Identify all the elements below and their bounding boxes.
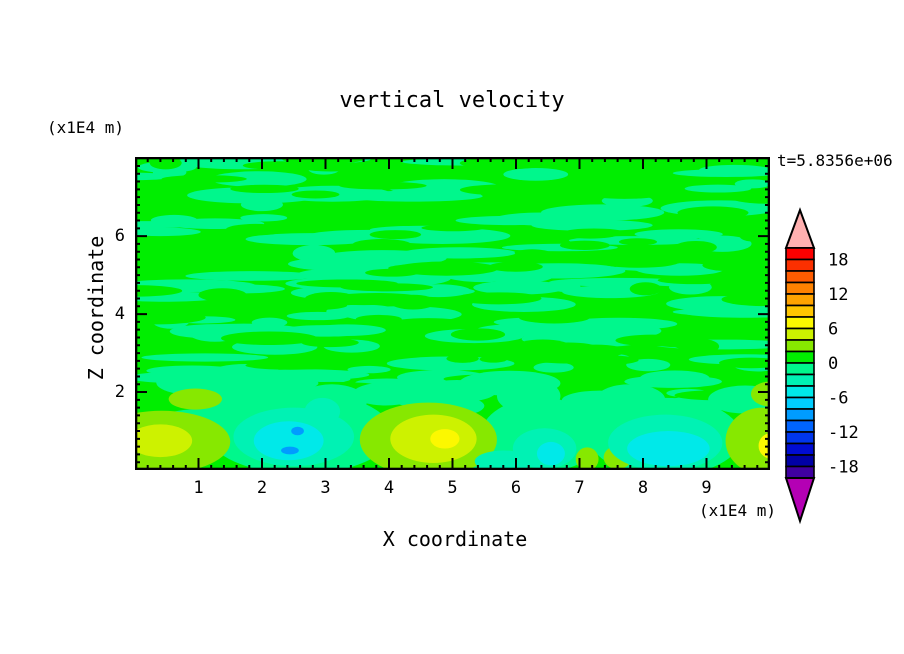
colorbar-label: -6 xyxy=(828,389,848,409)
contour-feature-updraft-streak xyxy=(168,388,222,410)
contour-feature-updraft-dot-a xyxy=(575,447,599,470)
contour-feature-updraft-right-outer xyxy=(725,407,770,470)
contour-feature-downdraft-arm-tip xyxy=(304,397,341,426)
colorbar-segment xyxy=(785,304,815,318)
contour-feature-updraft-left-inner xyxy=(135,424,193,458)
contour-feature-updraft-main-core xyxy=(430,429,460,449)
colorbar: 18 12 6 0 -6 -12 -18 xyxy=(784,207,859,525)
colorbar-label: 18 xyxy=(828,251,848,271)
colorbar-segment xyxy=(785,385,815,399)
colorbar-segment xyxy=(785,396,815,410)
colorbar-segment xyxy=(785,258,815,272)
x-axis-unit-label: (x1E4 m) xyxy=(698,501,776,520)
colorbar-segment xyxy=(785,419,815,433)
y-tick-label: 6 xyxy=(114,226,125,247)
x-tick-label: 8 xyxy=(637,478,649,498)
y-tick-label: 4 xyxy=(114,304,125,325)
y-tick-label: 2 xyxy=(114,382,125,403)
colorbar-segment xyxy=(785,281,815,295)
colorbar-segment xyxy=(785,293,815,307)
colorbar-segment xyxy=(785,408,815,422)
x-tick-label: 7 xyxy=(574,478,585,498)
contour-feature-downdraft-min-dot-1 xyxy=(291,426,304,436)
contour-feature-downdraft-arm-3 xyxy=(595,384,666,416)
colorbar-segment xyxy=(785,442,815,456)
x-tick-label: 5 xyxy=(447,478,458,498)
x-tick-label: 4 xyxy=(383,478,395,498)
tick-marks xyxy=(135,157,770,470)
colorbar-segment xyxy=(785,327,815,341)
x-axis-title: X coordinate xyxy=(382,527,528,551)
contour-feature-downdraft-arm-2 xyxy=(496,378,561,414)
colorbar-segment xyxy=(785,316,815,330)
contour-feature-downdraft-shelf xyxy=(474,450,532,470)
colorbar-segment xyxy=(785,373,815,387)
contour-feature-downdraft-core-3 xyxy=(627,431,710,467)
colorbar-segment xyxy=(785,350,815,364)
colorbar-under-arrow xyxy=(784,477,816,525)
time-stamp-label: t=5.8356e+06 xyxy=(777,151,893,170)
colorbar-label: 12 xyxy=(828,285,848,305)
axis-ticks xyxy=(135,157,770,470)
plot-frame xyxy=(135,157,770,470)
x-tick-label: 2 xyxy=(256,478,268,498)
colorbar-segment xyxy=(785,247,815,261)
x-tick-label: 9 xyxy=(701,478,712,498)
x-tick-label: 3 xyxy=(320,478,331,498)
chart-title: vertical velocity xyxy=(339,88,565,113)
colorbar-segment xyxy=(785,362,815,376)
colorbar-label: 0 xyxy=(828,354,838,374)
colorbar-segment xyxy=(785,431,815,445)
speckle-texture xyxy=(135,157,770,430)
colorbar-over-arrow xyxy=(784,207,816,249)
colorbar-segment xyxy=(785,270,815,284)
contour-plot xyxy=(135,157,770,470)
colorbar-segment xyxy=(785,339,815,353)
colorbar-label: 6 xyxy=(828,320,838,340)
colorbar-segment xyxy=(785,454,815,468)
contour-feature-downdraft-core-2 xyxy=(536,441,565,466)
y-axis-unit-label: (x1E4 m) xyxy=(47,118,125,137)
x-tick-label: 1 xyxy=(193,478,204,498)
contour-feature-downdraft-min-dot-2 xyxy=(281,446,299,455)
colorbar-label: -18 xyxy=(828,458,859,478)
colorbar-segment xyxy=(785,465,815,479)
x-tick-label: 6 xyxy=(510,478,522,498)
colorbar-label: -12 xyxy=(828,423,859,443)
contour-feature-downdraft-core-1 xyxy=(253,421,324,461)
contour-fill-layer xyxy=(135,157,770,470)
